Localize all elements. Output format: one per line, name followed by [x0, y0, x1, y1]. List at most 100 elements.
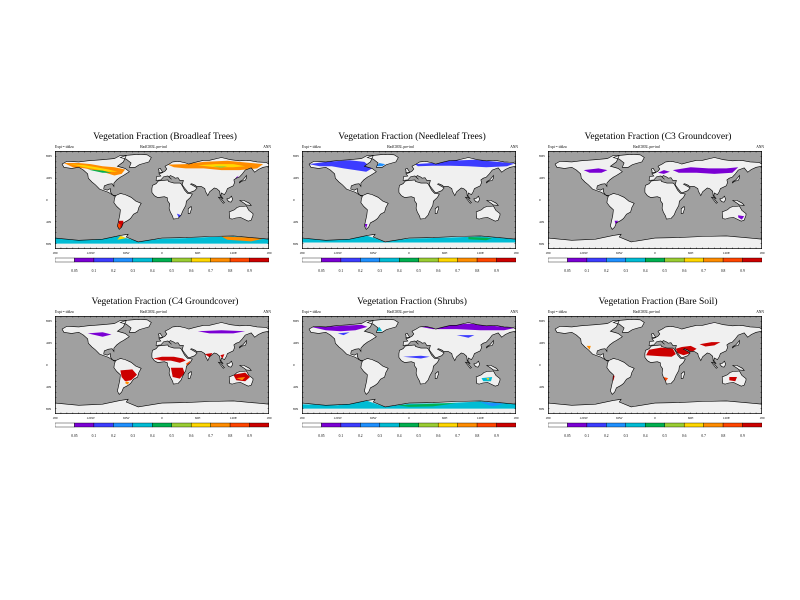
colorbar-swatch	[742, 257, 762, 263]
land-greenland	[367, 154, 399, 168]
colorbar-tick-label: 0.5	[169, 269, 174, 273]
colorbar	[302, 422, 516, 428]
lon-tick-label: 180	[513, 251, 519, 255]
map-panel-c3: Vegetation Fraction (C3 Groundcover) Expt…	[539, 132, 768, 302]
colorbar-tick-label: 0.4	[397, 434, 402, 438]
map-panel-c4: Vegetation Fraction (C4 Groundcover) Expt…	[46, 297, 275, 467]
vegetation-fill	[176, 213, 181, 218]
lat-tick-label: 0	[293, 363, 295, 367]
colorbar-swatch	[93, 422, 114, 428]
panel-period: ANN	[510, 310, 518, 314]
land-eurasia	[403, 157, 516, 199]
lat-tick-label: 0	[46, 363, 48, 367]
colorbar-tick-label: 0.7	[208, 269, 213, 273]
lat-tick-label: 40S	[539, 384, 545, 389]
coastline-eurasia	[155, 157, 269, 200]
coastline-japan	[486, 339, 494, 349]
colorbar-tick-label: 0.9	[740, 434, 745, 438]
vegetation-fill	[672, 167, 739, 174]
vegetation-fill	[337, 332, 350, 336]
colorbar	[302, 257, 516, 263]
coastline-africa	[398, 344, 440, 385]
colorbar-swatch	[586, 257, 607, 263]
lon-tick-label: 60W	[616, 251, 623, 255]
vegetation-fill	[120, 369, 137, 382]
colorbar-tick-label: 0.3	[130, 269, 136, 273]
lon-tick-label: 120E	[229, 251, 237, 255]
lon-tick-label: 60E	[441, 251, 448, 255]
colorbar-swatch	[360, 257, 381, 263]
colorbar-swatch	[379, 422, 400, 428]
colorbar-swatch	[152, 422, 172, 428]
colorbar-swatch	[722, 257, 743, 263]
colorbar-swatch	[625, 257, 646, 263]
coastline-uk	[158, 168, 164, 174]
lat-tick-label: 40S	[293, 384, 299, 389]
colorbar-swatch	[74, 422, 95, 428]
coastline-africa	[644, 179, 686, 220]
coastline-new-guinea	[485, 200, 499, 206]
panel-expt: Expt = tddzu	[548, 310, 567, 314]
lat-tick-label: 80S	[293, 406, 299, 411]
vegetation-fill	[738, 215, 745, 220]
lon-tick-label: 180	[759, 416, 765, 420]
map-panel-needleleaf: Vegetation Fraction (Needleleaf Trees) Ex…	[293, 132, 522, 302]
map-panel-bare: Vegetation Fraction (Bare Soil) Expt = td…	[539, 297, 768, 467]
colorbar-tick-label: 0.7	[208, 434, 213, 438]
colorbar-swatch	[683, 257, 704, 263]
colorbar-swatch	[742, 422, 762, 428]
land-eurasia	[403, 322, 516, 364]
coastline-south-america	[360, 193, 389, 230]
coastline-antarctica	[302, 398, 516, 414]
lat-tick-label: 80S	[46, 406, 52, 411]
colorbar-tick-label: 0.8	[227, 434, 233, 438]
land-uk	[651, 168, 656, 173]
lon-tick-label: 60W	[123, 251, 130, 255]
colorbar-swatch	[703, 257, 724, 263]
vegetation-fill	[397, 403, 457, 407]
lat-tick-label: 80S	[293, 241, 299, 246]
colorbar-tick-label: 0.8	[227, 269, 233, 273]
vegetation-fill	[481, 377, 493, 382]
colorbar-swatch	[548, 257, 568, 263]
lat-tick-label: 40N	[539, 341, 545, 346]
map-canvas	[302, 316, 516, 414]
coastline-new-guinea	[238, 200, 252, 206]
lat-tick-label: 0	[46, 198, 48, 202]
colorbar-tick-label: 0.3	[623, 434, 629, 438]
colorbar-swatch	[210, 422, 231, 428]
colorbar-tick-label: 0.05	[318, 434, 325, 438]
lon-tick-label: 60W	[616, 416, 623, 420]
lon-tick-label: 180	[299, 251, 305, 255]
colorbar-tick-label: 0.05	[318, 269, 325, 273]
lon-tick-label: 180	[545, 251, 551, 255]
coastline-new-guinea	[238, 365, 252, 371]
colorbar-tick-label: 0.1	[91, 269, 97, 273]
coastline-south-america	[360, 358, 389, 395]
colorbar-swatch	[249, 422, 269, 428]
lat-tick-label: 80N	[46, 154, 52, 159]
colorbar-tick-label: 0.05	[71, 269, 78, 273]
coastline-madagascar	[680, 206, 686, 214]
vegetation-fill	[364, 224, 368, 229]
lat-tick-label: 40N	[293, 341, 299, 346]
colorbar-tick-label: 0.6	[681, 434, 687, 438]
lon-tick-label: 0	[408, 416, 410, 420]
panel-source: HadCM3L pre-ind	[633, 310, 660, 314]
colorbar-swatch	[74, 257, 95, 263]
colorbar-tick-label: 0.6	[681, 269, 687, 273]
colorbar-tick-label: 0.9	[740, 269, 745, 273]
land-new-guinea	[486, 365, 499, 371]
colorbar-tick-label: 0.3	[377, 269, 383, 273]
land-africa	[398, 344, 440, 385]
vegetation-fill	[197, 330, 246, 334]
vegetation-fill	[420, 323, 515, 331]
coastline-south-america	[113, 358, 142, 395]
lon-tick-label: 180	[52, 251, 58, 255]
vegetation-fill	[309, 160, 373, 172]
panel-period: ANN	[756, 310, 764, 314]
vegetation-fill	[87, 332, 112, 337]
colorbar-swatch	[476, 257, 497, 263]
colorbar-tick-label: 0.9	[247, 434, 252, 438]
colorbar-tick-label: 0.2	[604, 434, 609, 438]
